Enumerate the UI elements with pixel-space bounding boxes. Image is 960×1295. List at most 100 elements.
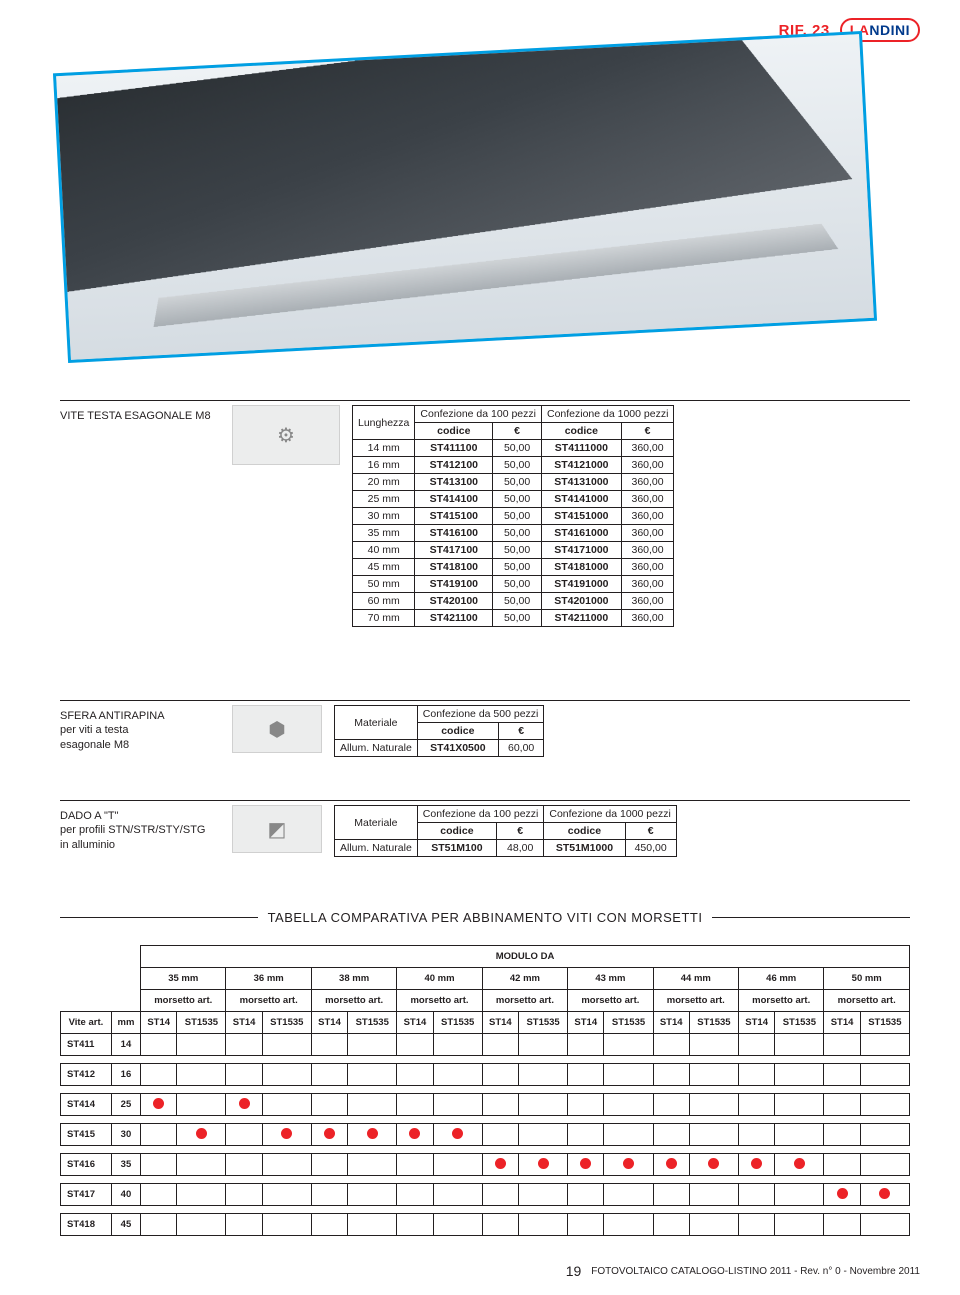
- compare-cell: [860, 1184, 909, 1206]
- compare-cell: [348, 1124, 397, 1146]
- compare-cell: [775, 1214, 824, 1236]
- compare-table: MODULO DA35 mm36 mm38 mm40 mm42 mm43 mm4…: [60, 945, 910, 1244]
- sub-st1535: ST1535: [348, 1012, 397, 1034]
- compare-cell: [775, 1034, 824, 1056]
- compare-cell: [739, 1124, 775, 1146]
- vite-row: 35 mmST41610050,00ST4161000360,00: [353, 525, 674, 542]
- sub-st14: ST14: [482, 1012, 518, 1034]
- compare-cell: [397, 1094, 433, 1116]
- compare-cell: [348, 1214, 397, 1236]
- compare-cell: [433, 1214, 482, 1236]
- sub-st1535: ST1535: [433, 1012, 482, 1034]
- dot-icon: [580, 1158, 591, 1169]
- compare-cell: [824, 1094, 860, 1116]
- compare-cell: [653, 1034, 689, 1056]
- compare-cell: [604, 1214, 653, 1236]
- section-sfera: SFERA ANTIRAPINA per viti a testa esagon…: [60, 700, 910, 757]
- size-header: 46 mm: [739, 968, 824, 990]
- section-vite-testa: VITE TESTA ESAGONALE M8 ⚙ Lunghezza Conf…: [60, 400, 910, 627]
- compare-cell: [519, 1034, 568, 1056]
- vite-row: 60 mmST42010050,00ST4201000360,00: [353, 593, 674, 610]
- compare-cell: [348, 1064, 397, 1086]
- compare-cell: [653, 1154, 689, 1176]
- dot-icon: [794, 1158, 805, 1169]
- compare-cell: [604, 1154, 653, 1176]
- morsetto-header: morsetto art.: [226, 990, 311, 1012]
- compare-cell: [348, 1094, 397, 1116]
- compare-cell: [311, 1094, 347, 1116]
- compare-cell: [226, 1064, 262, 1086]
- compare-cell: [397, 1064, 433, 1086]
- compare-cell: [482, 1124, 518, 1146]
- compare-cell: [604, 1094, 653, 1116]
- compare-cell: [141, 1154, 177, 1176]
- compare-cell: [860, 1034, 909, 1056]
- compare-cell: [262, 1214, 311, 1236]
- sub-st14: ST14: [141, 1012, 177, 1034]
- compare-cell: [653, 1064, 689, 1086]
- compare-cell: [824, 1064, 860, 1086]
- sfera-table: Materiale Confezione da 500 pezzi codice…: [334, 705, 544, 757]
- dot-icon: [837, 1188, 848, 1199]
- morsetto-header: morsetto art.: [482, 990, 567, 1012]
- sub-st14: ST14: [653, 1012, 689, 1034]
- compare-cell: [689, 1124, 738, 1146]
- compare-cell: [519, 1064, 568, 1086]
- compare-cell: [177, 1094, 226, 1116]
- compare-row: ST41845: [61, 1214, 910, 1236]
- compare-cell: [433, 1064, 482, 1086]
- compare-cell: [689, 1064, 738, 1086]
- compare-cell: [604, 1064, 653, 1086]
- compare-cell: [177, 1184, 226, 1206]
- morsetto-header: morsetto art.: [653, 990, 738, 1012]
- compare-cell: [604, 1184, 653, 1206]
- compare-cell: [348, 1184, 397, 1206]
- compare-cell: [739, 1214, 775, 1236]
- size-header: 43 mm: [568, 968, 653, 990]
- modulo-header: MODULO DA: [141, 946, 910, 968]
- morsetto-header: morsetto art.: [141, 990, 226, 1012]
- compare-cell: [433, 1124, 482, 1146]
- compare-row: ST41216: [61, 1064, 910, 1086]
- compare-cell: [141, 1184, 177, 1206]
- compare-cell: [141, 1124, 177, 1146]
- compare-title: TABELLA COMPARATIVA PER ABBINAMENTO VITI…: [268, 910, 703, 925]
- morsetto-header: morsetto art.: [397, 990, 482, 1012]
- compare-cell: [177, 1034, 226, 1056]
- compare-cell: [433, 1154, 482, 1176]
- compare-cell: [262, 1034, 311, 1056]
- size-header: 44 mm: [653, 968, 738, 990]
- compare-cell: [226, 1214, 262, 1236]
- vite-row: 14 mmST41110050,00ST4111000360,00: [353, 440, 674, 457]
- sub-st1535: ST1535: [519, 1012, 568, 1034]
- compare-cell: [177, 1154, 226, 1176]
- dot-icon: [751, 1158, 762, 1169]
- size-header: 36 mm: [226, 968, 311, 990]
- sfera-thumb: ⬢: [232, 705, 322, 753]
- compare-cell: [604, 1124, 653, 1146]
- compare-cell: [775, 1064, 824, 1086]
- compare-cell: [311, 1124, 347, 1146]
- compare-cell: [348, 1034, 397, 1056]
- compare-cell: [653, 1184, 689, 1206]
- compare-cell: [860, 1154, 909, 1176]
- compare-cell: [739, 1064, 775, 1086]
- dot-icon: [708, 1158, 719, 1169]
- compare-cell: [262, 1184, 311, 1206]
- vite-row: 45 mmST41810050,00ST4181000360,00: [353, 559, 674, 576]
- compare-table-wrap: MODULO DA35 mm36 mm38 mm40 mm42 mm43 mm4…: [60, 945, 910, 1244]
- compare-cell: [739, 1034, 775, 1056]
- mm-header: mm: [111, 1012, 140, 1034]
- dot-icon: [324, 1128, 335, 1139]
- compare-cell: [824, 1184, 860, 1206]
- compare-cell: [433, 1184, 482, 1206]
- vite-row: 40 mmST41710050,00ST4171000360,00: [353, 542, 674, 559]
- size-header: 42 mm: [482, 968, 567, 990]
- vite-row: 25 mmST41410050,00ST4141000360,00: [353, 491, 674, 508]
- compare-cell: [311, 1214, 347, 1236]
- vite-thumb: ⚙: [232, 405, 340, 465]
- compare-cell: [482, 1184, 518, 1206]
- dot-icon: [239, 1098, 250, 1109]
- compare-cell: [433, 1034, 482, 1056]
- compare-cell: [860, 1124, 909, 1146]
